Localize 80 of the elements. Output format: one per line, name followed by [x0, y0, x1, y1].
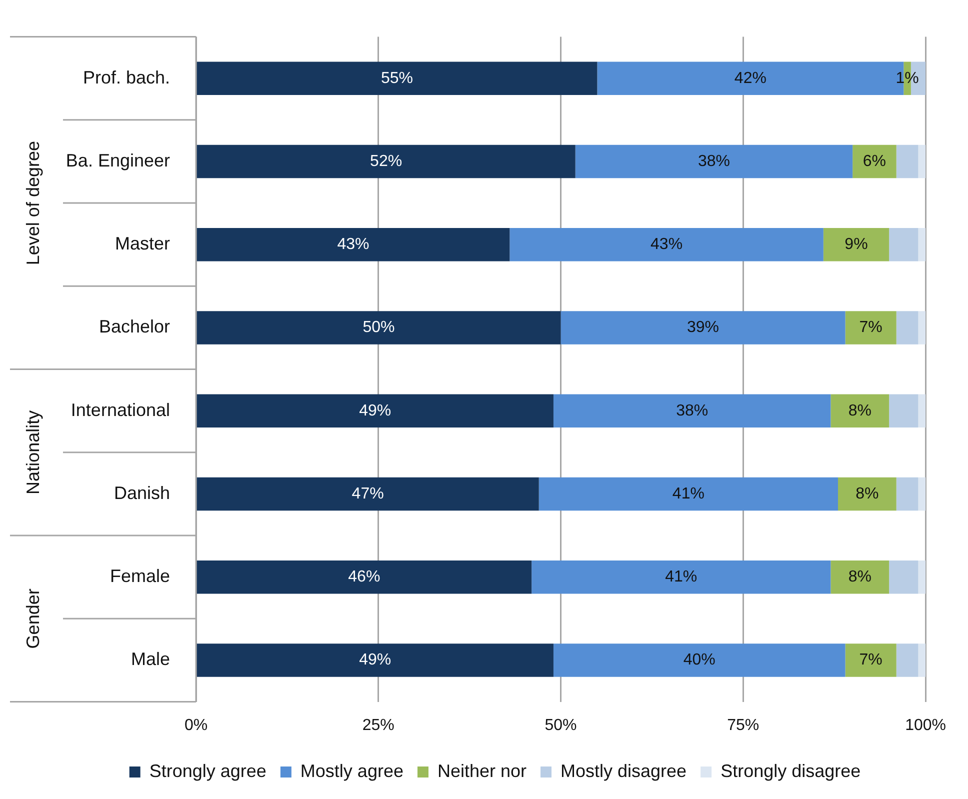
bar — [830, 560, 890, 594]
bar — [852, 144, 896, 178]
bar — [889, 228, 918, 262]
y-tick-label: Male — [130, 649, 170, 670]
data-label: 6% — [862, 152, 886, 170]
data-label: 8% — [856, 485, 879, 502]
data-label: 38% — [676, 402, 708, 420]
bar — [896, 644, 918, 677]
bar — [918, 394, 926, 428]
x-tick-label: 50% — [544, 716, 577, 734]
bar — [918, 560, 926, 594]
bar — [889, 394, 918, 428]
data-label: 39% — [687, 319, 720, 336]
y-tick-label: Master — [114, 234, 170, 254]
data-label: 50% — [362, 319, 395, 336]
x-tick-label: 25% — [362, 716, 394, 734]
text: Gender — [22, 588, 43, 649]
bar — [918, 228, 926, 262]
bar — [196, 62, 598, 95]
data-label: 7% — [859, 652, 882, 669]
bar — [918, 477, 926, 511]
legend-label: Strongly agree — [149, 760, 266, 781]
data-label: 9% — [844, 236, 868, 254]
bar — [532, 560, 831, 594]
bar — [918, 311, 926, 344]
bar — [196, 644, 554, 677]
bar — [896, 144, 918, 178]
bar — [510, 228, 824, 262]
bar — [896, 311, 918, 344]
data-label: 8% — [848, 402, 872, 420]
y-tick-label: Prof. bach. — [82, 67, 170, 88]
bar — [889, 560, 918, 594]
bar — [196, 311, 561, 344]
bar — [845, 644, 896, 677]
bar — [196, 394, 554, 428]
bar — [538, 477, 838, 511]
legend-label: Mostly disagree — [560, 760, 687, 781]
bar — [560, 311, 846, 344]
bar — [845, 311, 896, 344]
data-label: 52% — [370, 152, 402, 170]
bar — [823, 228, 890, 262]
y-tick-label: International — [70, 400, 170, 420]
data-label: 8% — [848, 568, 872, 586]
data-label: 49% — [359, 402, 392, 420]
y-tick-label: Ba. Engineer — [66, 150, 170, 170]
bar — [918, 144, 926, 178]
bar — [918, 644, 926, 677]
data-label: 43% — [337, 236, 370, 254]
data-label: 43% — [650, 236, 683, 254]
bar — [196, 228, 510, 262]
data-label: 42% — [734, 70, 766, 87]
legend-label: Neither nor — [437, 760, 527, 781]
bar — [830, 394, 890, 428]
text: Level of degree — [22, 141, 43, 266]
x-tick-label: 100% — [905, 716, 946, 734]
data-label: 46% — [348, 568, 380, 586]
legend-label: Strongly disagree — [720, 760, 861, 781]
bar — [196, 477, 539, 511]
bar — [896, 477, 918, 511]
data-label: 38% — [698, 152, 730, 170]
data-label: 41% — [672, 485, 704, 502]
data-label: 7% — [859, 319, 882, 336]
bar — [196, 144, 576, 178]
y-tick-label: Bachelor — [98, 316, 170, 337]
x-tick-label: 0% — [184, 716, 208, 734]
legend-label: Mostly agree — [300, 760, 404, 781]
bar — [553, 394, 831, 428]
bar — [553, 644, 846, 677]
data-label: 55% — [380, 70, 414, 87]
bar — [575, 144, 853, 178]
x-tick-label: 75% — [727, 716, 760, 734]
y-tick-label: Danish — [114, 482, 170, 503]
text: Nationality — [22, 410, 43, 494]
data-label: 47% — [352, 485, 384, 502]
data-label: 40% — [683, 652, 716, 669]
data-label: 49% — [359, 652, 392, 669]
bar — [838, 477, 896, 511]
data-label: 41% — [665, 568, 698, 586]
bar — [196, 560, 532, 594]
y-tick-label: Female — [110, 566, 170, 586]
